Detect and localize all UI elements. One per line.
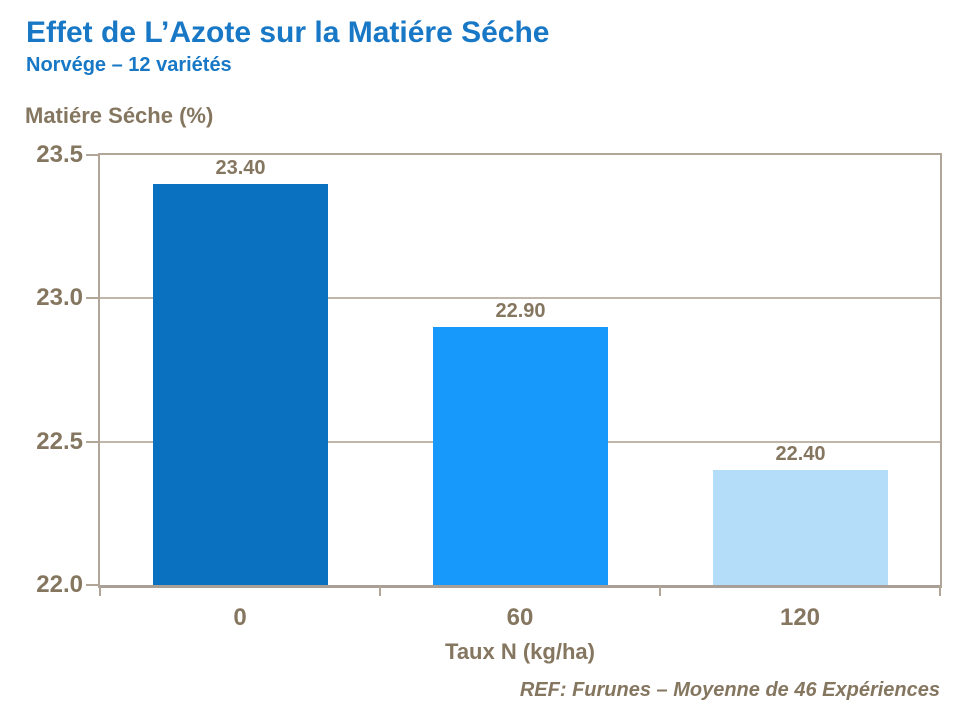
x-category-label: 60 [506,604,534,631]
bar-value-label: 23.40 [215,157,266,179]
y-tick-label: 23.0 [36,284,83,311]
page-subtitle: Norvége – 12 variétés [26,54,232,76]
page-title: Effet de L’Azote sur la Matiére Séche [26,16,550,49]
gridline [100,297,940,299]
bar-60 [433,327,608,585]
y-axis-title: Matiére Séche (%) [25,103,214,128]
bar-120 [713,470,888,585]
y-tick-label: 22.0 [36,571,83,598]
y-tick-mark [86,441,100,443]
plot-area: 23.40 22.90 22.40 [98,153,942,588]
reference-text: REF: Furunes – Moyenne de 46 Expériences [519,679,940,701]
x-category-label: 120 [779,604,821,631]
y-tick-mark [86,584,100,586]
bar-0 [153,184,328,585]
x-tick-mark [99,586,101,596]
y-tick-mark [86,154,100,156]
bar-value-label: 22.90 [495,300,546,322]
bar-value-label: 22.40 [775,443,826,465]
x-tick-mark [659,586,661,596]
x-category-label: 0 [233,604,247,631]
y-tick-label: 22.5 [36,428,83,455]
x-tick-mark [939,586,941,596]
x-tick-mark [379,586,381,596]
y-tick-mark [86,297,100,299]
y-tick-label: 23.5 [36,141,83,168]
x-axis-title: Taux N (kg/ha) [445,639,595,664]
